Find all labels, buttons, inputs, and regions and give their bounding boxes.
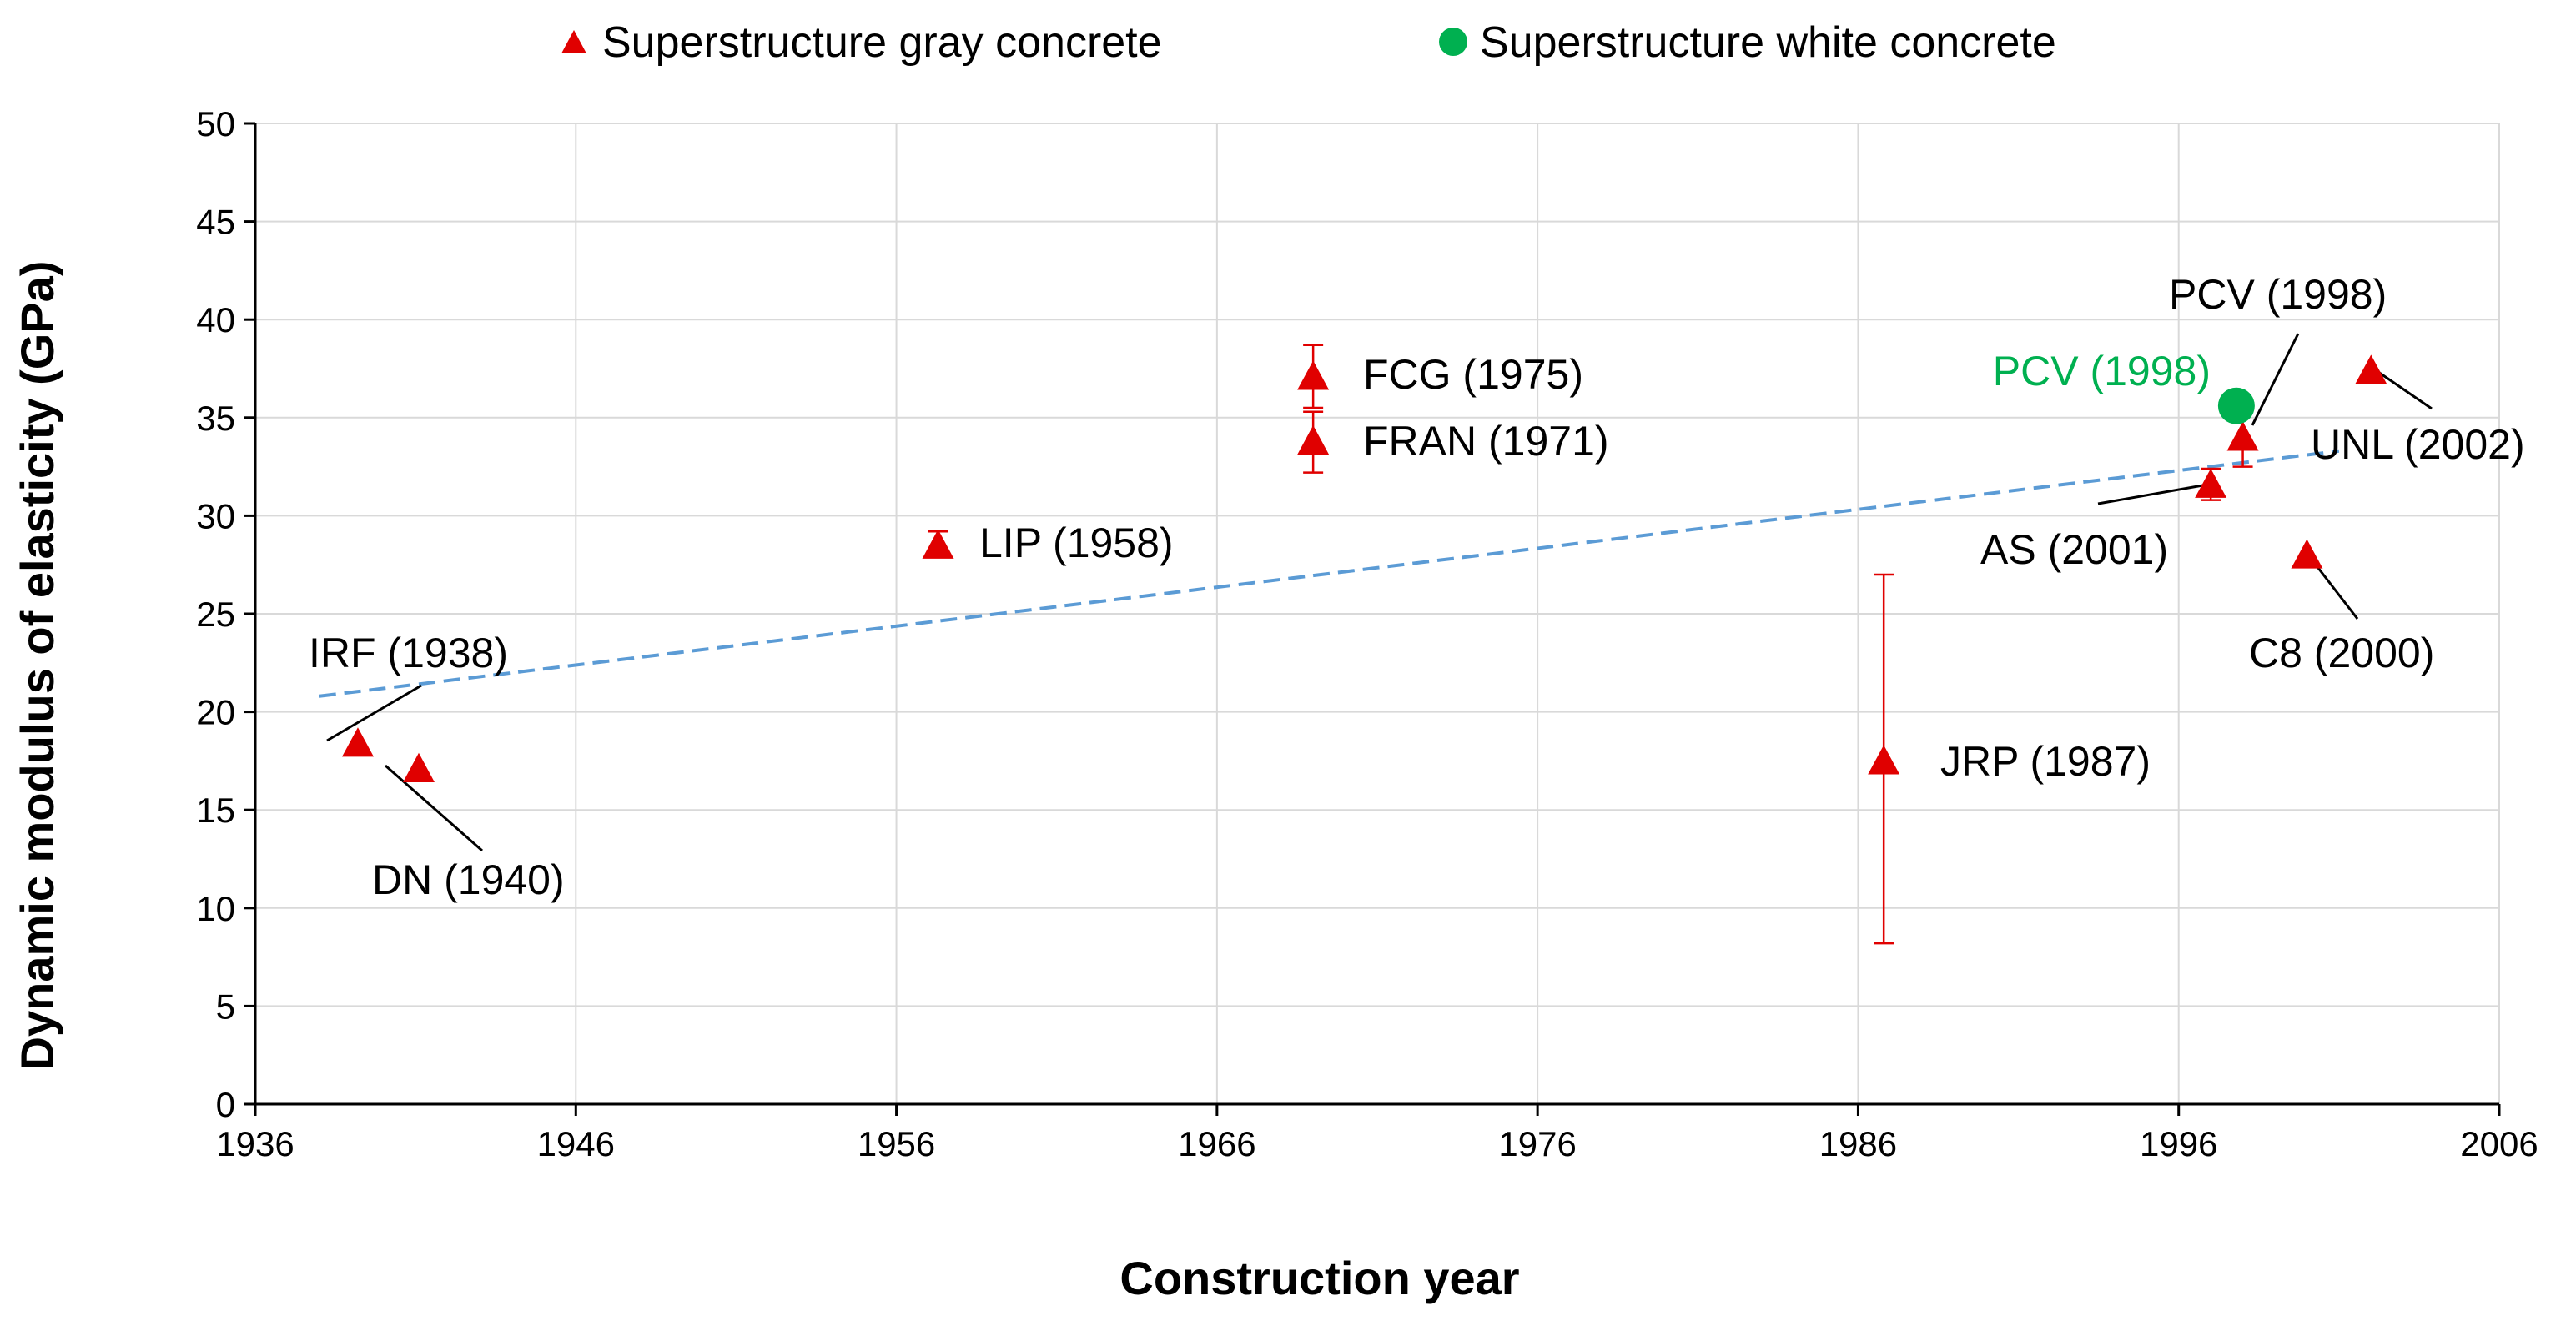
y-tick-label: 30 (196, 496, 235, 535)
y-tick-label: 35 (196, 399, 235, 438)
y-tick-label: 5 (216, 987, 235, 1026)
y-tick-label: 50 (196, 104, 235, 143)
y-tick-label: 15 (196, 791, 235, 830)
x-tick-label: 1976 (1498, 1124, 1576, 1163)
data-point-gray-4 (1297, 425, 1330, 455)
x-tick-label: 1936 (216, 1124, 294, 1163)
leader-line (2375, 369, 2433, 410)
leader-line (2097, 482, 2213, 505)
legend-circle-marker (1439, 28, 1467, 56)
axes: 0 5 10 15 20 25 30 35 40 45 50 1936 1946 1956 1966 1976… (196, 104, 2538, 1163)
point-label-gray-8: C8 (2000) (2249, 630, 2434, 676)
x-tick-label: 1956 (858, 1124, 935, 1163)
point-label-gray-5: JRP (1987) (1940, 738, 2151, 785)
y-tick-label: 10 (196, 889, 235, 928)
point-label-gray-2: LIP (1958) (979, 520, 1174, 566)
data-point-gray-7 (2226, 421, 2259, 451)
y-tick-label: 0 (216, 1085, 235, 1124)
y-axis-title: Dynamic modulus of elasticity (GPa) (11, 261, 63, 1071)
x-tick-label: 1946 (537, 1124, 615, 1163)
legend: Superstructure gray concrete Superstruct… (561, 18, 2056, 67)
data-point-gray-9 (2355, 354, 2387, 384)
leader-line (385, 764, 483, 852)
y-tick-label: 20 (196, 693, 235, 732)
y-tick-label: 25 (196, 595, 235, 634)
gridlines (255, 123, 2500, 1104)
x-tick-label: 1996 (2140, 1124, 2217, 1163)
data-point-gray-1 (402, 752, 435, 782)
point-label-white-0: PCV (1998) (1993, 348, 2211, 394)
point-label-gray-3: FCG (1975) (1363, 351, 1583, 398)
legend-triangle-marker (561, 30, 586, 53)
data-point-gray-5 (1868, 745, 1900, 775)
x-tick-label: 1986 (1819, 1124, 1897, 1163)
x-axis-title: Construction year (1119, 1252, 1519, 1304)
data-point-gray-2 (922, 529, 954, 559)
point-labels: IRF (1938) DN (1940) LIP (1958) FCG (1975) F… (309, 271, 2525, 903)
data-point-gray-8 (2291, 539, 2323, 569)
trendline-group (319, 449, 2340, 698)
leader-line (326, 684, 422, 742)
data-point-gray-0 (341, 727, 374, 757)
leader-line (2251, 333, 2300, 426)
leader-lines (326, 333, 2433, 852)
y-tick-label: 45 (196, 203, 235, 242)
point-label-gray-6: AS (2001) (1980, 526, 2168, 573)
data-point-gray-3 (1297, 360, 1330, 390)
leader-line (2311, 560, 2359, 620)
x-tick-label: 1966 (1178, 1124, 1255, 1163)
y-tick-label: 40 (196, 300, 235, 339)
point-label-gray-9: UNL (2002) (2311, 421, 2525, 468)
data-markers (341, 354, 2387, 782)
point-label-gray-1: DN (1940) (372, 856, 565, 903)
legend-label-white: Superstructure white concrete (1480, 18, 2056, 67)
point-label-gray-4: FRAN (1971) (1363, 418, 1609, 465)
point-label-gray-7: PCV (1998) (2169, 271, 2387, 318)
data-point-white-0 (2217, 387, 2255, 424)
legend-label-gray: Superstructure gray concrete (602, 18, 1162, 67)
x-tick-label: 2006 (2460, 1124, 2538, 1163)
point-label-gray-0: IRF (1938) (309, 630, 508, 676)
data-point-gray-6 (2195, 468, 2227, 498)
trendline (319, 449, 2340, 698)
